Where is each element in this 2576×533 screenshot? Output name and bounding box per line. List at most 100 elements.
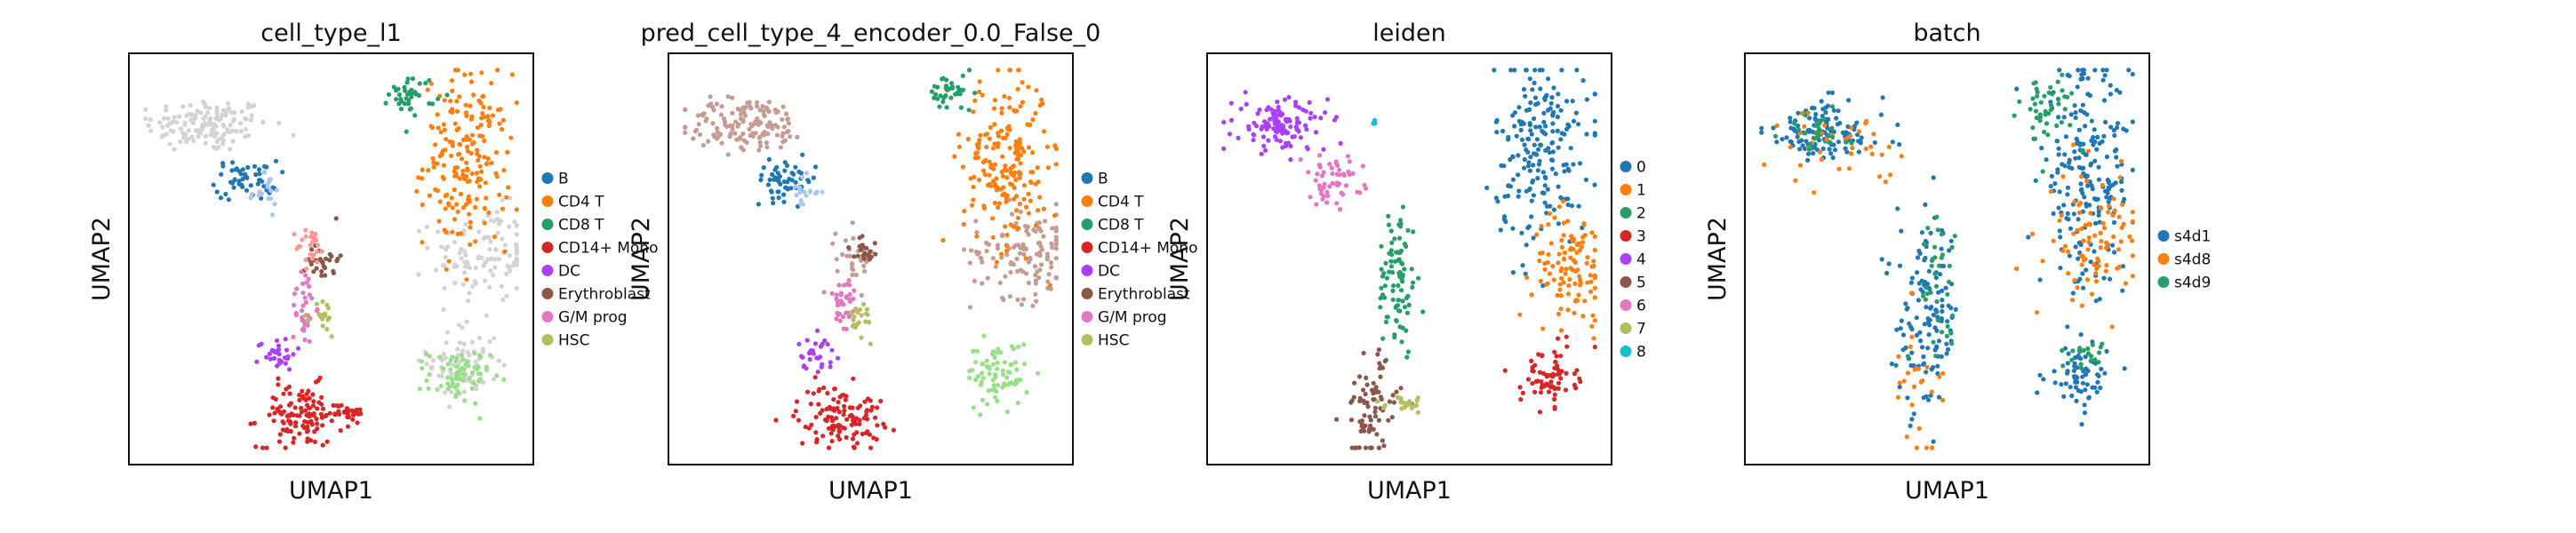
scatter-point [299,269,304,274]
scatter-point [452,187,457,193]
scatter-point [260,445,266,450]
scatter-point [482,205,487,211]
scatter-point [1581,222,1587,227]
scatter-point [239,182,244,187]
scatter-point [1914,315,1919,321]
scatter-point [1325,97,1331,102]
scatter-point [314,237,319,243]
scatter-point [944,105,949,110]
scatter-point [457,94,462,99]
scatter-point [811,391,816,396]
scatter-point [769,123,775,129]
scatter-point [765,124,771,130]
scatter-point [1378,374,1383,379]
scatter-point [472,351,477,356]
scatter-point [487,339,492,345]
scatter-point [476,353,483,358]
scatter-point [404,80,410,85]
scatter-point [2073,110,2078,115]
scatter-point [1526,160,1532,165]
scatter-point [309,422,315,427]
scatter-point [1551,207,1556,212]
scatter-point [310,403,316,409]
scatter-point [2037,372,2043,378]
legend-marker [541,195,554,207]
scatter-point [804,171,810,176]
scatter-point [1562,250,1567,256]
scatter-point [864,306,870,312]
scatter-point [2077,140,2083,146]
scatter-point [761,165,766,171]
scatter-point [488,239,493,244]
scatter-point [1244,101,1249,107]
scatter-point [971,197,976,203]
scatter-point [1532,80,1537,85]
scatter-point [324,439,330,444]
scatter-point [1571,247,1576,252]
scatter-point [271,418,276,424]
legend-label: 8 [1636,344,1646,362]
scatter-point [1292,99,1299,105]
scatter-point [891,427,897,433]
scatter-point [1947,279,1952,284]
scatter-point [1007,370,1012,375]
scatter-point [1592,247,1597,253]
scatter-point [1388,264,1395,269]
scatter-point [1532,389,1538,394]
scatter-point [214,115,220,120]
scatter-point [2112,148,2117,154]
scatter-point [1561,280,1566,285]
scatter-point [1920,293,1926,298]
scatter-point [208,132,213,138]
scatter-point [852,445,857,450]
scatter-point [505,149,510,155]
scatter-point [2080,76,2085,81]
scatter-point [1538,142,1544,147]
scatter-point [500,117,506,123]
scatter-point [1591,336,1596,341]
scatter-point [1294,120,1300,125]
scatter-point [320,323,325,329]
scatter-point [961,221,966,227]
scatter-point [1338,207,1343,212]
scatter-point [492,234,498,240]
scatter-point [1550,121,1556,126]
scatter-point [1516,105,1522,110]
scatter-point [291,440,296,445]
scatter-point [1033,110,1038,116]
scatter-point [937,104,942,109]
scatter-point [1396,282,1401,288]
scatter-point [812,164,819,170]
scatter-point [485,156,491,162]
scatter-point [1016,68,1021,73]
scatter-point [1413,402,1420,408]
scatter-point [1011,163,1016,169]
scatter-point [462,72,468,77]
scatter-point [394,97,399,102]
scatter-point [257,171,262,177]
scatter-point [1049,265,1054,270]
scatter-point [812,341,819,346]
scatter-point [741,138,747,143]
scatter-point [494,373,500,378]
scatter-point [728,131,733,136]
scatter-point [502,249,508,254]
scatter-point [1887,172,1893,178]
scatter-point [2061,203,2067,208]
scatter-point [767,177,772,182]
scatter-point [992,122,997,127]
scatter-point [1812,136,1817,141]
scatter-point [168,128,173,133]
scatter-point [1537,68,1542,73]
scatter-point [1883,179,1888,185]
scatter-point [1555,292,1560,298]
scatter-point [420,202,425,208]
scatter-point [1931,339,1936,345]
legend-label: Erythroblast [1098,286,1190,304]
scatter-point [799,354,804,359]
scatter-point [2063,134,2068,139]
scatter-point [1246,127,1252,132]
scatter-point [2078,174,2084,179]
scatter-point [1004,410,1010,415]
scatter-point [1053,246,1059,251]
